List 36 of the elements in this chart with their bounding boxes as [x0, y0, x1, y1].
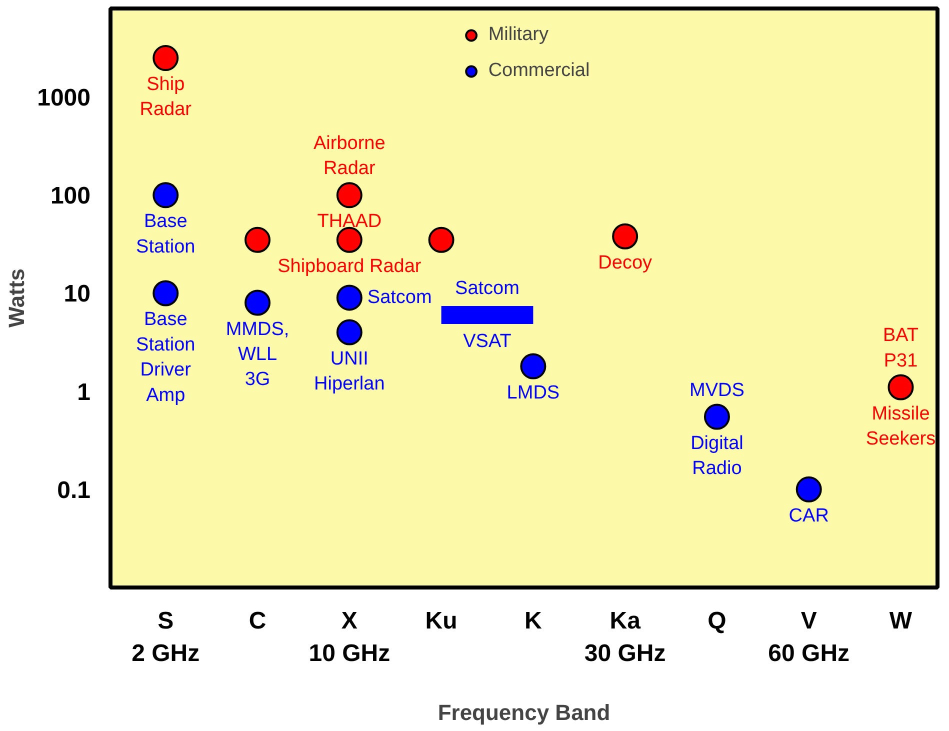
y-tick-label: 10 — [64, 280, 91, 308]
annotation: Shipboard Radar — [278, 256, 422, 277]
x-tick-label: K — [524, 608, 543, 634]
annotation: MVDS — [690, 380, 744, 401]
annotation: VSAT — [463, 331, 512, 352]
legend-label: Military — [488, 24, 548, 46]
y-tick-label: 0.1 — [57, 476, 91, 504]
x-tick-label: Ku — [425, 608, 458, 634]
x-tick-label: W — [889, 608, 912, 634]
annotation: THAAD — [317, 211, 382, 232]
y-axis-title: Watts — [4, 268, 30, 328]
x-tick-label: Q — [708, 608, 726, 634]
annotation: MMDS, WLL 3G — [226, 318, 290, 390]
x-tick-label: X 10 GHz — [308, 608, 390, 667]
annotation: Satcom — [367, 287, 432, 308]
y-tick-label: 1000 — [37, 84, 90, 112]
x-axis-title: Frequency Band — [438, 700, 610, 725]
y-tick-label: 1 — [77, 378, 91, 406]
x-tick-label: Ka 30 GHz — [584, 608, 666, 667]
annotation: Base Station — [136, 211, 196, 258]
annotation: Airborne Radar — [314, 132, 386, 180]
annotation: BAT P31 — [882, 325, 919, 372]
annotation: Base Station Driver Amp — [136, 309, 196, 406]
y-tick-label: 100 — [50, 182, 91, 210]
annotation: UNII Hiperlan — [314, 348, 385, 394]
legend-label: Commercial — [488, 60, 590, 82]
annotation: LMDS — [506, 382, 560, 404]
annotation: Ship Radar — [140, 74, 192, 120]
x-tick-label: C — [248, 608, 266, 634]
annotation: Missile Seekers — [866, 403, 936, 450]
annotation: Digital Radio — [690, 432, 744, 479]
annotation: Decoy — [598, 252, 653, 274]
x-tick-label: S 2 GHz — [132, 608, 200, 667]
x-tick-label: V 60 GHz — [768, 608, 850, 667]
annotation: Satcom — [455, 278, 520, 300]
annotation: CAR — [788, 505, 829, 526]
